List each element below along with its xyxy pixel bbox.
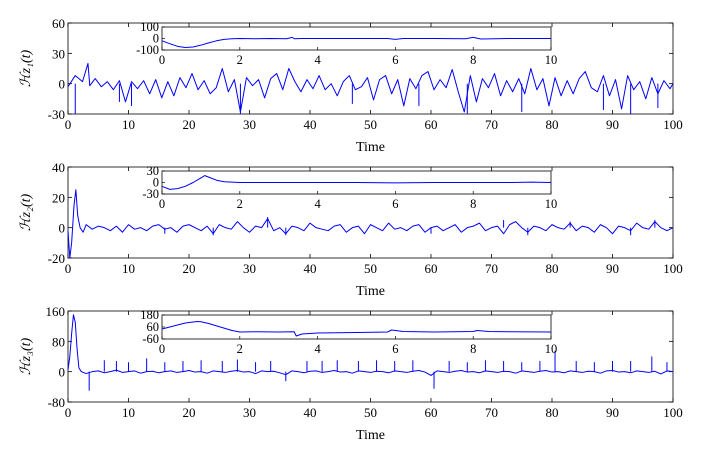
y-axis-label: ℋz₃(t) — [19, 337, 34, 375]
x-tick-label: 90 — [606, 261, 619, 276]
x-tick-label: 10 — [122, 405, 135, 420]
subplot-3: 0 10 20 30 40 50 60 70 80 90 100-80080160Timeℋz₃(t… — [19, 304, 683, 443]
series-line — [67, 314, 674, 376]
inset-y-tick-label: -60 — [142, 332, 159, 346]
x-tick-label: 50 — [364, 117, 377, 132]
inset-y-tick-label: 60 — [147, 320, 160, 334]
inset-series-line — [161, 175, 552, 190]
y-tick-label: -80 — [48, 395, 65, 410]
inset-y-tick-label: -30 — [142, 187, 159, 201]
x-tick-label: 60 — [425, 117, 438, 132]
y-axis-label: ℋz₁(t) — [19, 49, 34, 87]
subplot-2: 0 10 20 30 40 50 60 70 80 90 100-2002040Timeℋz₂(t)… — [19, 160, 683, 299]
inset-x-tick-label: 4 — [314, 342, 321, 356]
inset-series-line — [161, 321, 552, 337]
inset-x-tick-label: 4 — [314, 197, 321, 211]
inset-x-tick-label: 0 — [159, 342, 165, 356]
inset-y-tick-label: -100 — [136, 43, 159, 57]
y-tick-label: 30 — [52, 46, 65, 61]
x-tick-label: 90 — [606, 117, 619, 132]
inset-y-tick-label: 180 — [140, 308, 159, 322]
inset-x-tick-label: 0 — [159, 197, 165, 211]
inset-y-tick-label: 100 — [140, 20, 159, 34]
inset-x-tick-label: 10 — [545, 197, 558, 211]
inset-y-tick-label: 0 — [153, 32, 159, 46]
inset-x-tick-label: 2 — [237, 53, 243, 67]
inset-x-tick-label: 8 — [470, 342, 476, 356]
y-tick-label: 0 — [59, 77, 66, 92]
y-tick-label: 60 — [52, 16, 65, 31]
x-tick-label: 80 — [546, 261, 559, 276]
x-tick-label: 10 — [122, 117, 135, 132]
y-tick-label: 20 — [52, 190, 65, 205]
y-tick-label: 0 — [59, 365, 66, 380]
x-tick-label: 80 — [546, 405, 559, 420]
x-tick-label: 70 — [485, 117, 498, 132]
y-tick-label: -30 — [48, 107, 65, 122]
x-tick-label: 40 — [304, 261, 317, 276]
x-tick-label: 0 — [65, 117, 72, 132]
y-tick-label: -20 — [48, 251, 65, 266]
inset-y-tick-label: 30 — [147, 164, 160, 178]
x-tick-label: 70 — [485, 405, 498, 420]
x-tick-label: 10 — [122, 261, 135, 276]
inset-plot-area — [161, 314, 552, 340]
x-tick-label: 30 — [243, 117, 256, 132]
x-tick-label: 20 — [183, 405, 196, 420]
inset-x-tick-label: 8 — [470, 197, 476, 211]
inset-x-tick-label: 10 — [545, 53, 558, 67]
subplot-1: 0 10 20 30 40 50 60 70 80 90 100-3003060Timeℋz₁(t)… — [19, 16, 683, 155]
series-line — [67, 62, 674, 113]
x-tick-label: 100 — [663, 261, 683, 276]
inset-x-tick-label: 10 — [545, 342, 558, 356]
x-tick-label: 100 — [663, 117, 683, 132]
x-tick-label: 50 — [364, 261, 377, 276]
x-tick-label: 60 — [425, 261, 438, 276]
x-tick-label: 0 — [65, 405, 72, 420]
x-tick-label: 40 — [304, 117, 317, 132]
y-tick-label: 40 — [52, 160, 65, 175]
x-tick-label: 30 — [243, 261, 256, 276]
x-axis-label: Time — [356, 140, 385, 155]
y-tick-label: 80 — [52, 334, 65, 349]
inset-x-tick-label: 4 — [314, 53, 321, 67]
x-tick-label: 30 — [243, 405, 256, 420]
x-tick-label: 0 — [65, 261, 72, 276]
inset-x-tick-label: 6 — [392, 342, 398, 356]
inset-x-tick-label: 6 — [392, 197, 398, 211]
x-tick-label: 100 — [663, 405, 683, 420]
x-tick-label: 40 — [304, 405, 317, 420]
x-tick-label: 60 — [425, 405, 438, 420]
x-tick-label: 20 — [183, 117, 196, 132]
x-tick-label: 90 — [606, 405, 619, 420]
x-axis-label: Time — [356, 284, 385, 299]
x-axis-label: Time — [356, 428, 385, 443]
inset-y-tick-label: 0 — [153, 176, 159, 190]
y-tick-label: 160 — [46, 304, 66, 319]
inset-x-tick-label: 0 — [159, 53, 165, 67]
series-line — [67, 189, 674, 259]
x-tick-label: 20 — [183, 261, 196, 276]
y-axis-label: ℋz₂(t) — [19, 193, 34, 231]
x-tick-label: 50 — [364, 405, 377, 420]
inset-x-tick-label: 8 — [470, 53, 476, 67]
inset-series-line — [161, 36, 551, 48]
inset-x-tick-label: 2 — [237, 342, 243, 356]
x-tick-label: 80 — [546, 117, 559, 132]
y-tick-label: 0 — [59, 221, 66, 236]
inset-x-tick-label: 6 — [392, 53, 398, 67]
inset-x-tick-label: 2 — [237, 197, 243, 211]
x-tick-label: 70 — [485, 261, 498, 276]
